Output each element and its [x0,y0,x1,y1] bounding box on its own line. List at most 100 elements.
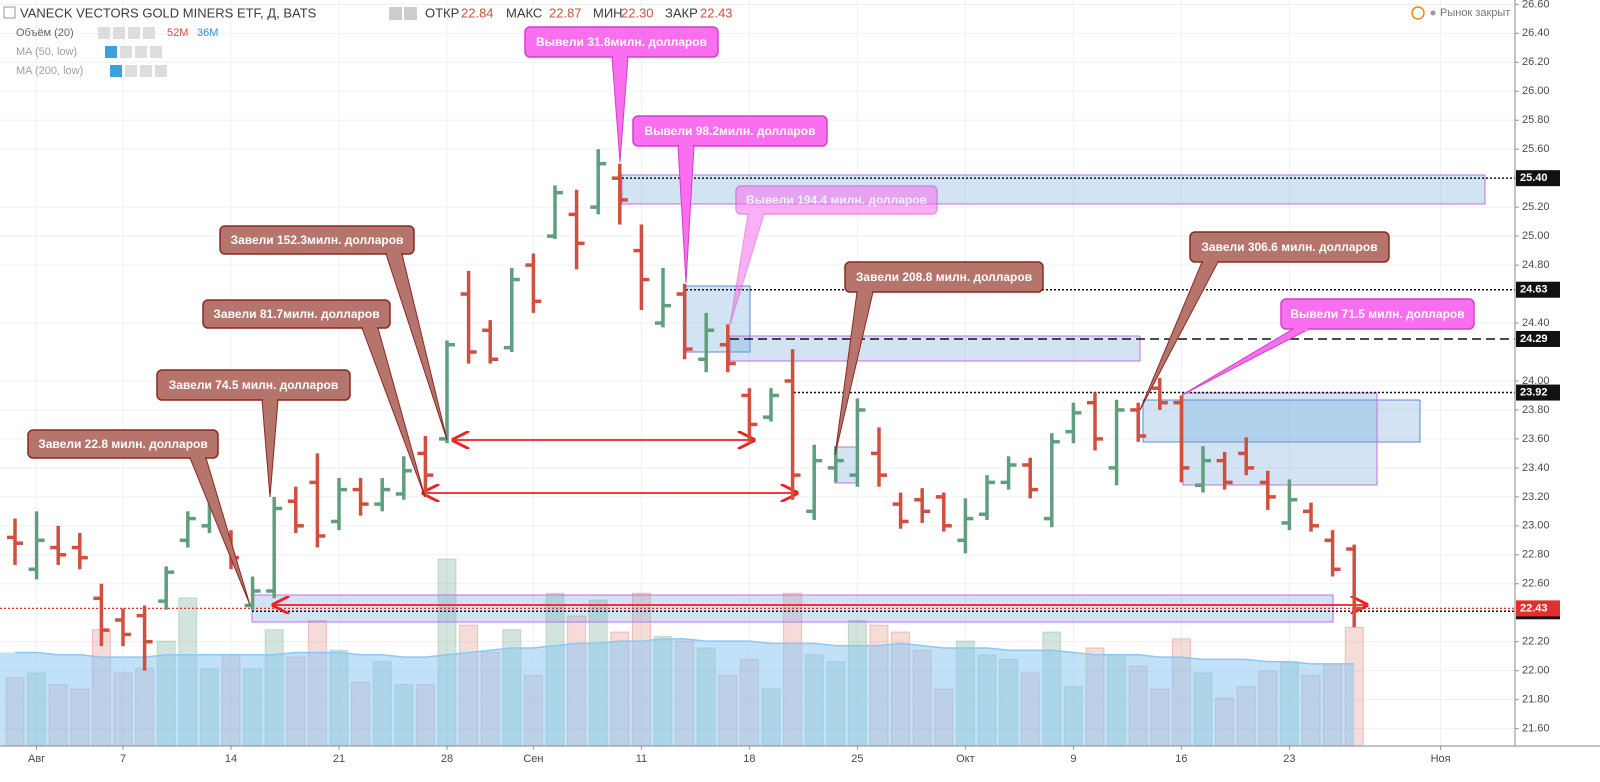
y-tick-label: 25.60 [1522,143,1550,155]
callout-text: Вывели 194.4 милн. долларов [746,193,927,207]
callout: Завели 152.3милн. долларов [219,225,448,441]
callout-box [202,299,391,329]
y-tick-label: 23.40 [1522,462,1550,474]
y-tick-label: 26.40 [1522,27,1550,39]
callout: Завели 208.8 милн. долларов [834,261,1044,456]
callout-joint [263,398,277,402]
close-icon[interactable] [155,65,167,77]
x-tick-label: 23 [1283,753,1295,765]
y-tick-label: 26.20 [1522,56,1550,68]
price-label: 24.29 [1520,333,1548,345]
add-icon[interactable] [135,46,147,58]
x-tick-label: 18 [743,753,755,765]
x-tick-label: 7 [120,753,126,765]
callout-box [1189,231,1390,263]
callout-text: Завели 74.5 милн. долларов [169,378,339,392]
callout-joint [613,55,627,59]
callout-joint [363,326,377,330]
callout-box [632,115,828,147]
volume-label: Объём (20) [16,27,74,39]
zone-rect [685,285,751,353]
collapse-icon[interactable] [3,6,16,19]
y-tick-label: 22.20 [1522,636,1550,648]
low-value: 22.30 [621,5,654,20]
callout: Завели 22.8 милн. долларов [27,429,251,606]
eye-icon[interactable] [110,65,122,77]
y-tick-label: 26.60 [1522,0,1550,10]
x-tick-label: 28 [441,753,453,765]
callout-text: Завели 152.3милн. долларов [231,233,404,247]
eye-icon[interactable] [98,27,110,39]
close-icon[interactable] [143,27,155,39]
callout-text: Вывели 98.2милн. долларов [645,124,816,138]
callout: Завели 74.5 милн. долларов [156,369,351,498]
y-tick-label: 23.00 [1522,520,1550,532]
callout-box [844,261,1044,293]
price-label-bg [1516,384,1560,401]
callout: Завели 306.6 милн. долларов [1139,231,1390,411]
add-icon[interactable] [140,65,152,77]
y-tick-label: 26.00 [1522,85,1550,97]
y-tick-label: 23.80 [1522,404,1550,416]
price-label-bg [1516,170,1560,187]
settings-icon[interactable] [120,46,132,58]
x-tick-label: 21 [333,753,345,765]
price-label-bg [1516,281,1560,298]
x-tick-label: Авг [28,753,45,765]
callout-joint [191,456,205,460]
callout-text: Вывели 71.5 милн. долларов [1290,307,1464,321]
zone-rect [1182,392,1378,486]
volume-value: 52M [167,27,188,39]
eye-icon[interactable] [389,7,402,20]
y-tick-label: 23.20 [1522,491,1550,503]
callout-box [219,225,415,255]
ma50-label: MA (50, low) [16,46,77,58]
callout-joint [858,290,872,294]
callout: Завели 81.7милн. долларов [202,299,426,498]
callout-box [735,185,938,215]
x-tick-label: Сен [523,753,543,765]
close-value: 22.43 [700,5,733,20]
zone-rect [1142,399,1421,443]
callout-text: Завели 81.7милн. долларов [213,307,379,321]
y-tick-label: 25.00 [1522,230,1550,242]
y-tick-label: 21.60 [1522,723,1550,735]
ma200-label: MA (200, low) [16,65,83,77]
x-tick-label: Ноя [1431,753,1451,765]
last-price-bg [1516,600,1560,617]
x-tick-label: 11 [636,753,647,765]
symbol-title: VANECK VECTORS GOLD MINERS ETF, Д, BATS [20,5,317,20]
callout-joint [749,212,763,216]
high-label: МАКС [506,5,542,20]
settings-icon[interactable] [404,7,417,20]
close-icon[interactable] [150,46,162,58]
zone-rect [729,335,1141,362]
open-value: 22.84 [461,5,494,20]
status-dot [1430,10,1436,16]
callout-text: Завели 208.8 милн. долларов [856,270,1032,284]
volume-ma-value: 36M [197,27,218,39]
x-tick-label: 14 [225,753,237,765]
eye-icon[interactable] [105,46,117,58]
low-label: МИН [593,5,623,20]
price-label: 23.92 [1520,386,1548,398]
y-tick-label: 25.20 [1522,201,1550,213]
volume-ma-line [15,638,1355,665]
x-tick-label: 9 [1070,753,1076,765]
y-tick-label: 23.60 [1522,433,1550,445]
callout-text: Завели 306.6 милн. долларов [1201,240,1377,254]
warning-icon[interactable] [1411,6,1425,20]
settings-icon[interactable] [113,27,125,39]
y-tick-label: 24.00 [1522,375,1550,387]
price-label-bg [1516,330,1560,347]
x-tick-label: 25 [851,753,863,765]
callout-box [156,369,351,401]
y-tick-label: 24.40 [1522,317,1550,329]
settings-icon[interactable] [125,65,137,77]
add-icon[interactable] [128,27,140,39]
callout-joint [679,144,693,148]
callout: Вывели 31.8милн. долларов [524,26,719,163]
y-tick-label: 22.80 [1522,549,1550,561]
close-label: ЗАКР [665,5,698,20]
x-tick-label: 16 [1175,753,1187,765]
